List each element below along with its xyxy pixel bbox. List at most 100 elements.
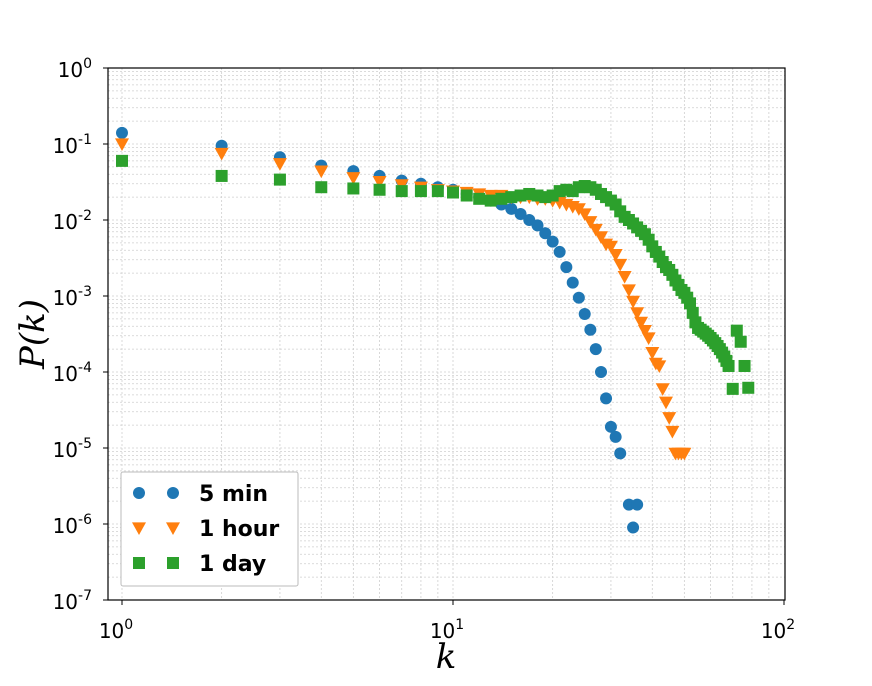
data-point: [677, 447, 692, 461]
legend-marker: [167, 557, 179, 569]
legend-label: 5 min: [199, 482, 268, 507]
data-point: [683, 297, 696, 310]
data-point: [631, 498, 644, 511]
data-point: [641, 332, 656, 346]
data-point: [572, 291, 585, 304]
data-point: [630, 307, 645, 320]
x-tick-label: 102: [761, 617, 795, 643]
data-point: [726, 382, 739, 395]
tick-base: 10: [58, 58, 83, 82]
data-point: [484, 194, 497, 207]
data-point: [315, 181, 328, 194]
tick-exponent: 1: [455, 617, 464, 633]
tick-exponent: -3: [78, 284, 92, 300]
data-point: [589, 343, 602, 356]
legend-label: 1 hour: [199, 517, 279, 542]
y-tick-label: 10-3: [53, 284, 92, 310]
data-point: [531, 219, 544, 232]
data-point: [473, 192, 486, 205]
data-point: [514, 207, 527, 220]
data-point: [600, 392, 613, 405]
x-tick-label: 101: [430, 617, 464, 643]
legend-item: 1 day: [133, 552, 266, 577]
data-point: [553, 245, 566, 258]
data-point: [613, 258, 628, 272]
data-point: [634, 316, 649, 330]
tick-base: 10: [761, 619, 786, 643]
data-point: [583, 216, 598, 229]
data-point: [738, 359, 751, 372]
data-point: [560, 261, 573, 274]
data-point: [314, 165, 329, 179]
data-point: [447, 186, 459, 199]
svg-text:102: 102: [761, 617, 795, 643]
data-point: [578, 307, 591, 320]
data-point: [116, 126, 128, 139]
data-point: [604, 420, 617, 433]
data-point: [622, 498, 635, 511]
data-point: [373, 183, 386, 196]
tick-exponent: 0: [83, 56, 92, 72]
data-point: [431, 185, 444, 198]
tick-base: 10: [99, 619, 124, 643]
data-point: [614, 447, 627, 460]
y-tick-label: 10-7: [53, 588, 92, 614]
svg-text:10-5: 10-5: [53, 436, 92, 462]
svg-text:10-1: 10-1: [53, 132, 92, 158]
data-point: [665, 425, 680, 439]
data-point: [505, 191, 518, 204]
svg-text:101: 101: [430, 617, 464, 643]
data-point: [621, 284, 636, 297]
y-tick-label: 10-6: [53, 512, 93, 538]
svg-text:10-7: 10-7: [53, 588, 92, 614]
tick-exponent: -4: [78, 360, 92, 376]
x-tick-label: 100: [99, 617, 133, 643]
data-point: [627, 521, 640, 534]
legend-item: 1 hour: [132, 517, 279, 542]
svg-text:100: 100: [99, 617, 133, 643]
data-point: [730, 324, 743, 337]
tick-exponent: -6: [78, 512, 92, 528]
data-point: [588, 223, 603, 237]
data-point: [273, 173, 286, 186]
tick-base: 10: [53, 438, 78, 462]
data-point: [734, 335, 747, 348]
svg-text:10-3: 10-3: [53, 284, 92, 310]
tick-base: 10: [53, 286, 78, 310]
data-point: [686, 306, 699, 319]
legend-marker: [132, 522, 146, 535]
data-points: [115, 126, 755, 534]
legend-marker: [133, 557, 145, 569]
tick-base: 10: [53, 590, 78, 614]
y-tick-label: 10-5: [53, 436, 92, 462]
legend-label: 1 day: [199, 552, 266, 577]
data-point: [742, 381, 755, 394]
data-point: [662, 412, 677, 425]
y-tick-label: 100: [58, 56, 92, 82]
data-point: [617, 270, 632, 284]
y-tick-label: 10-4: [53, 360, 93, 386]
tick-exponent: -2: [78, 208, 92, 224]
data-point: [584, 323, 597, 336]
data-point: [539, 227, 552, 240]
data-point: [505, 202, 518, 215]
tick-base: 10: [53, 362, 78, 386]
svg-text:10-6: 10-6: [53, 512, 93, 538]
data-point: [460, 189, 473, 202]
tick-base: 10: [53, 514, 78, 538]
legend-marker: [133, 487, 145, 499]
svg-text:100: 100: [58, 56, 92, 82]
data-point: [626, 295, 641, 309]
y-tick-label: 10-2: [53, 208, 92, 234]
legend-marker: [166, 522, 180, 535]
data-point: [495, 192, 508, 205]
tick-base: 10: [53, 210, 78, 234]
tick-base: 10: [430, 619, 455, 643]
tick-exponent: -7: [78, 588, 92, 604]
svg-text:10-4: 10-4: [53, 360, 93, 386]
legend-item: 5 min: [133, 482, 268, 507]
x-axis-label: k: [436, 637, 457, 677]
legend-box: [120, 471, 299, 587]
